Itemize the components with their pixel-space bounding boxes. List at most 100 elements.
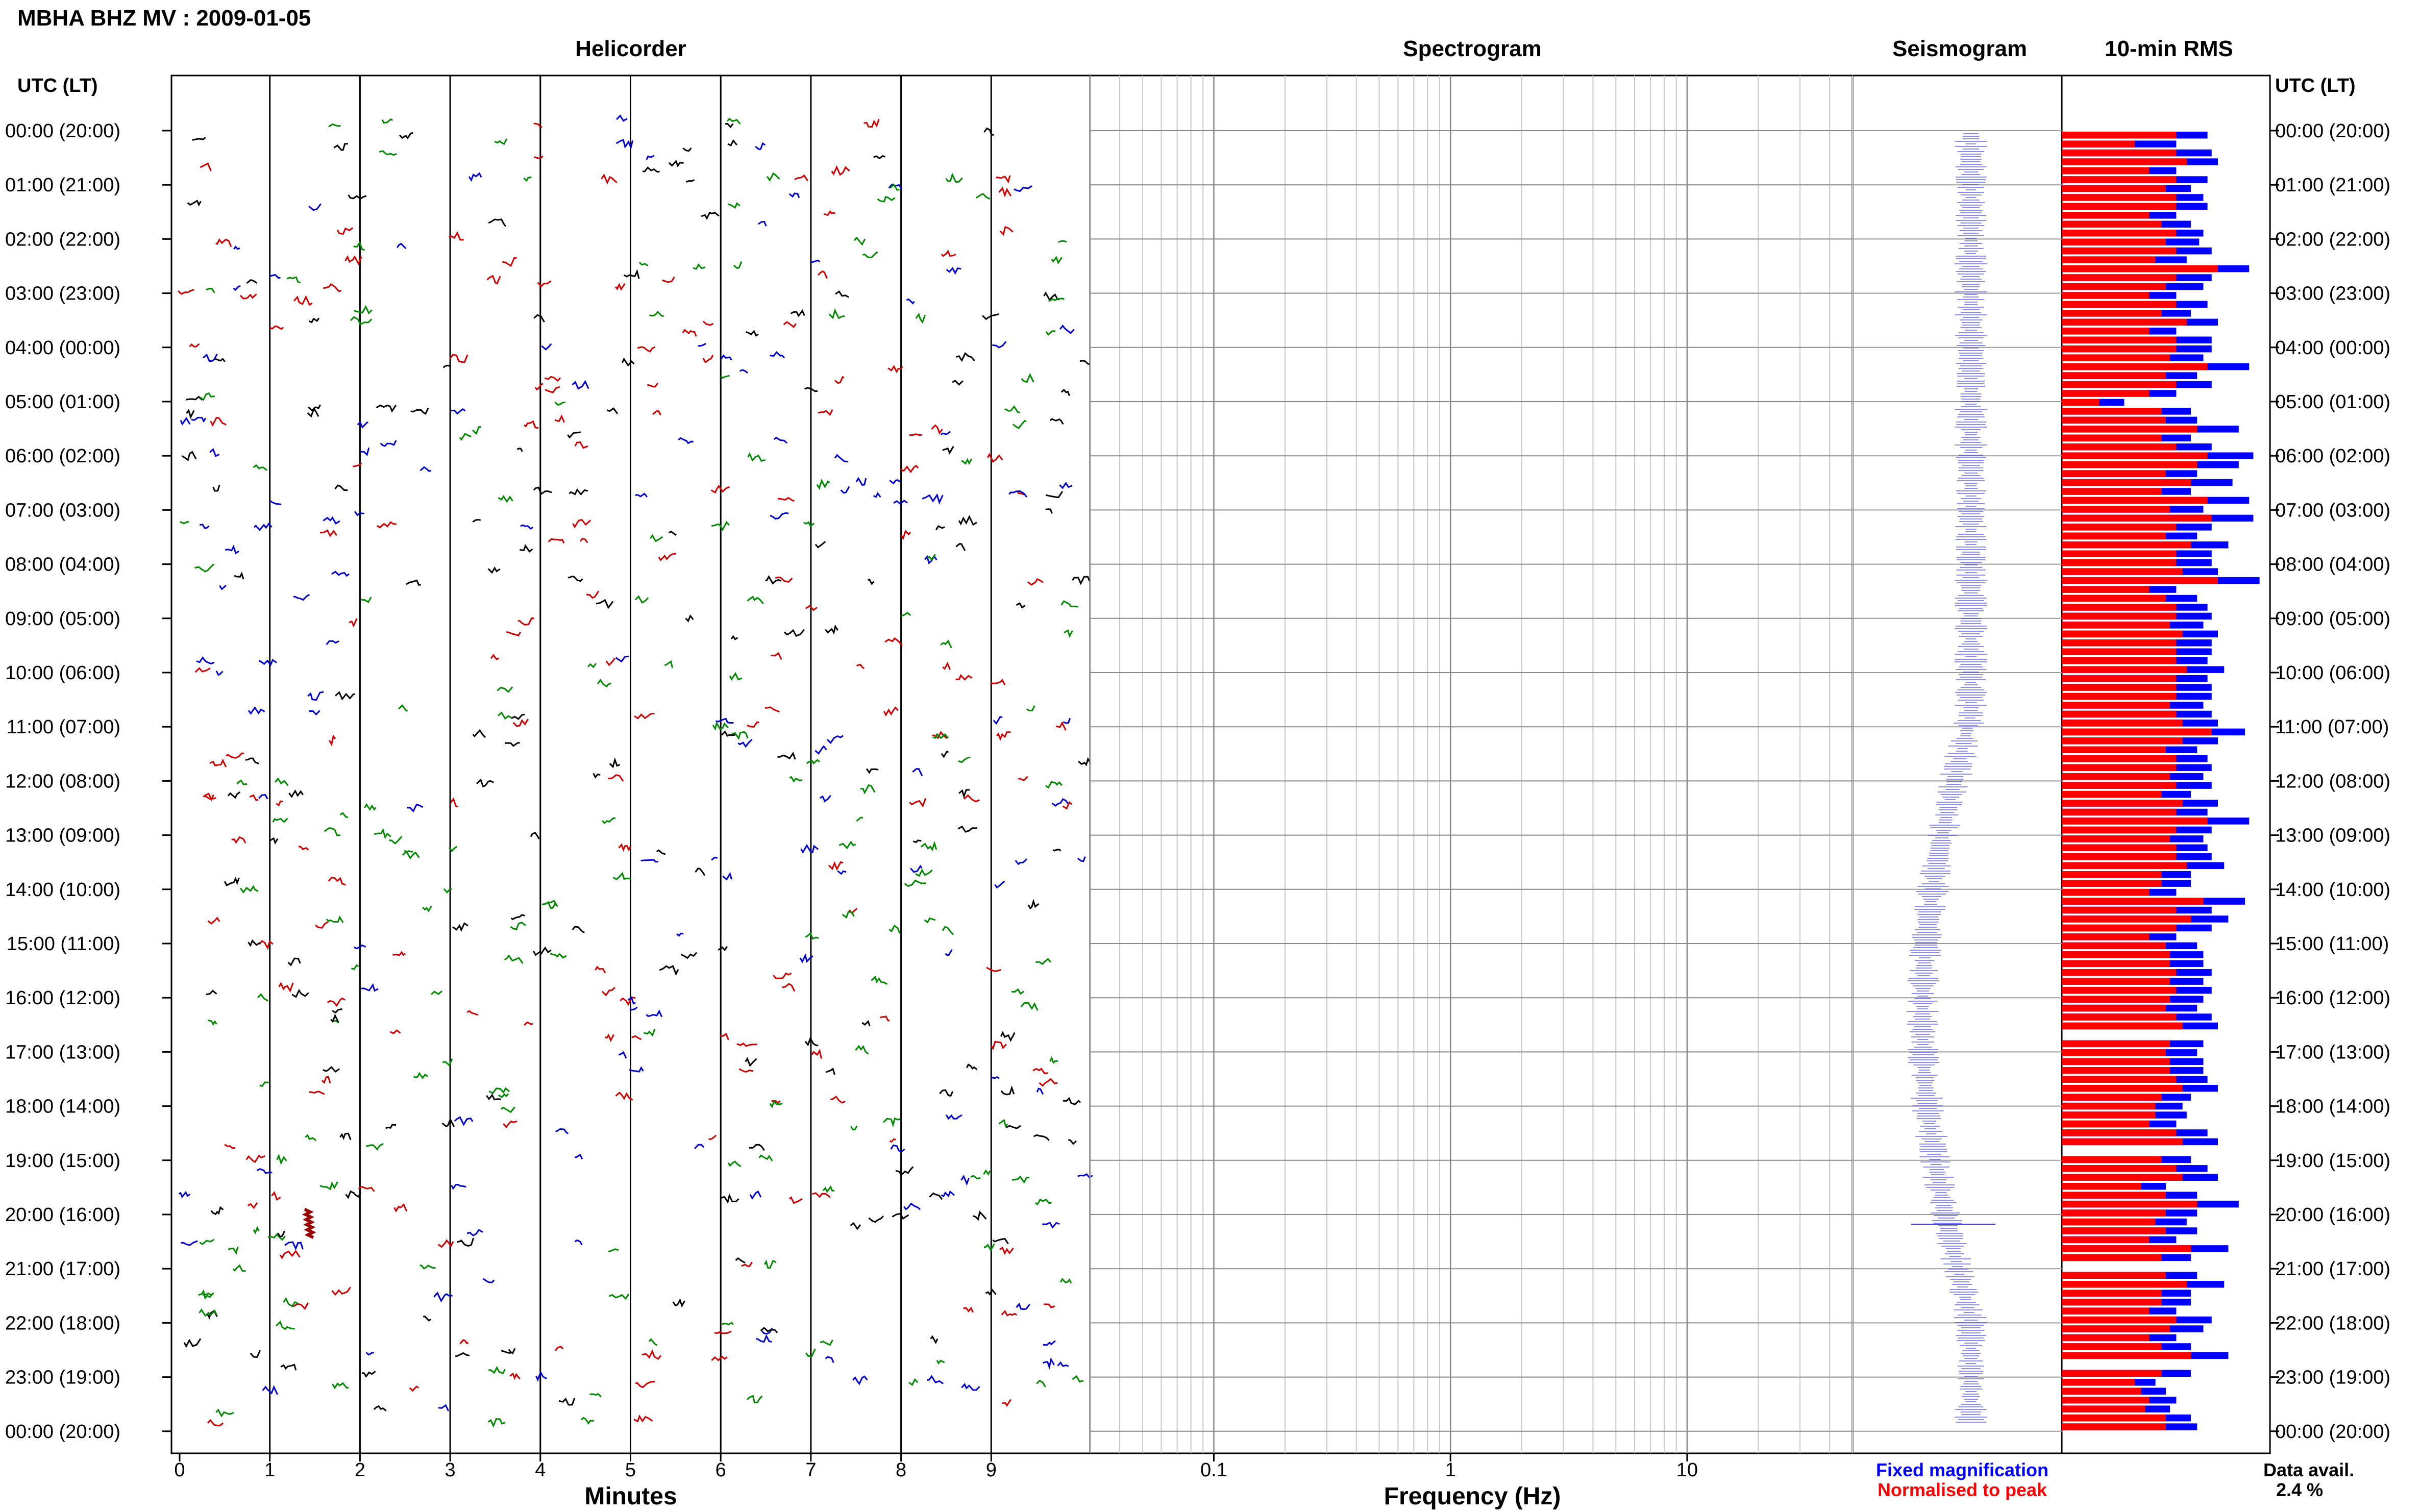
helicorder-trace [820,795,831,803]
helicorder-trace [637,346,656,353]
helicorder-trace [277,1230,285,1238]
helicorder-trace [656,849,666,855]
helicorder-trace [506,631,522,637]
helicorder-trace [658,553,677,562]
helicorder-trace [635,492,648,498]
helicorder-trace [517,617,535,626]
time-label-left: 09:00 (05:00) [5,608,120,630]
rms-bar-normalised [2062,336,2177,343]
helicorder-trace [482,1278,495,1283]
minute-tick-label: 9 [986,1459,997,1481]
time-label-right: 07:00 (03:00) [2275,500,2390,521]
rms-bar-normalised [2062,604,2177,611]
time-label-left: 11:00 (07:00) [7,716,120,738]
helicorder-trace [672,1298,685,1308]
helicorder-trace [1027,578,1044,586]
helicorder-trace [179,521,189,525]
minute-tick-label: 5 [625,1459,636,1481]
rms-bar-normalised [2062,622,2170,629]
helicorder-trace [279,1250,301,1260]
helicorder-trace [731,731,749,740]
time-label-right: 13:00 (09:00) [2275,825,2390,847]
helicorder-trace [459,1339,469,1345]
helicorder-trace [720,375,730,379]
helicorder-trace [614,283,626,291]
rms-bar-normalised [2062,942,2166,950]
helicorder-trace [828,308,845,319]
rms-bar-normalised [2062,898,2204,905]
rms-bar-normalised [2062,1156,2162,1163]
helicorder-trace [323,283,341,292]
helicorder-trace [701,211,720,220]
rms-bar-normalised [2062,1227,2166,1234]
helicorder-trace [407,804,424,813]
helicorder-trace [668,160,684,168]
rms-bar-normalised [2062,702,2170,709]
helicorder-trace [246,279,258,284]
helicorder-trace [502,257,517,267]
rms-bar-normalised [2062,301,2177,308]
helicorder-trace [727,202,740,209]
time-label-left: 00:00 (20:00) [5,1421,120,1443]
helicorder-trace [998,1119,1008,1128]
time-label-right: 17:00 (13:00) [2275,1042,2390,1063]
helicorder-trace [545,386,560,393]
time-label-right: 00:00 (20:00) [2275,120,2390,142]
helicorder-trace [863,119,880,128]
helicorder-trace [889,1138,897,1143]
helicorder-trace [765,575,782,585]
rms-bar-normalised [2062,844,2177,852]
helicorder-trace [837,870,847,875]
helicorder-trace [805,932,819,940]
rms-bar-normalised [2062,532,2166,540]
rms-bar-normalised [2062,1200,2198,1208]
time-label-right: 16:00 (12:00) [2275,987,2390,1009]
helicorder-trace [993,716,1003,725]
helicorder-trace [1063,1097,1081,1105]
helicorder-trace [892,1212,909,1220]
rms-bar-normalised [2062,880,2162,887]
helicorder-trace [1045,781,1063,789]
helicorder-trace [745,1057,757,1067]
helicorder-trace [587,663,597,668]
helicorder-trace [374,828,391,839]
rms-bar-normalised [2062,176,2177,183]
helicorder-trace [331,1286,351,1296]
helicorder-trace [783,321,797,328]
helicorder-trace [747,452,766,462]
helicorder-trace [523,420,539,429]
helicorder-trace [1064,629,1073,638]
helicorder-trace [512,718,529,727]
helicorder-trace [1062,801,1073,810]
helicorder-trace [505,741,520,747]
helicorder-trace [789,776,803,783]
helicorder-trace [1036,1087,1044,1095]
helicorder-trace [219,584,227,590]
helicorder-trace [992,341,1007,349]
rms-bar-normalised [2062,506,2170,513]
helicorder-trace [940,431,951,436]
helicorder-trace [231,836,246,844]
helicorder-trace [608,1248,619,1253]
helicorder-trace [203,353,218,362]
rms-bar-normalised [2062,1325,2170,1332]
helicorder-trace [733,261,743,269]
helicorder-trace [729,672,743,681]
helicorder-trace [472,518,481,523]
helicorder-trace [929,1192,943,1200]
helicorder-trace [449,231,464,241]
helicorder-trace [488,1366,506,1375]
helicorder-trace [887,365,903,374]
rms-bar-normalised [2062,470,2166,477]
helicorder-trace [804,387,818,392]
helicorder-trace [945,172,963,183]
helicorder-trace [806,759,820,765]
rms-bar-normalised [2062,666,2187,673]
helicorder-trace [1018,776,1028,781]
helicorder-trace [961,458,973,465]
rms-bar-normalised [2062,773,2170,780]
helicorder-trace [1063,717,1071,724]
rms-bar-normalised [2062,1040,2170,1048]
helicorder-trace [888,925,901,934]
helicorder-trace [490,654,500,661]
